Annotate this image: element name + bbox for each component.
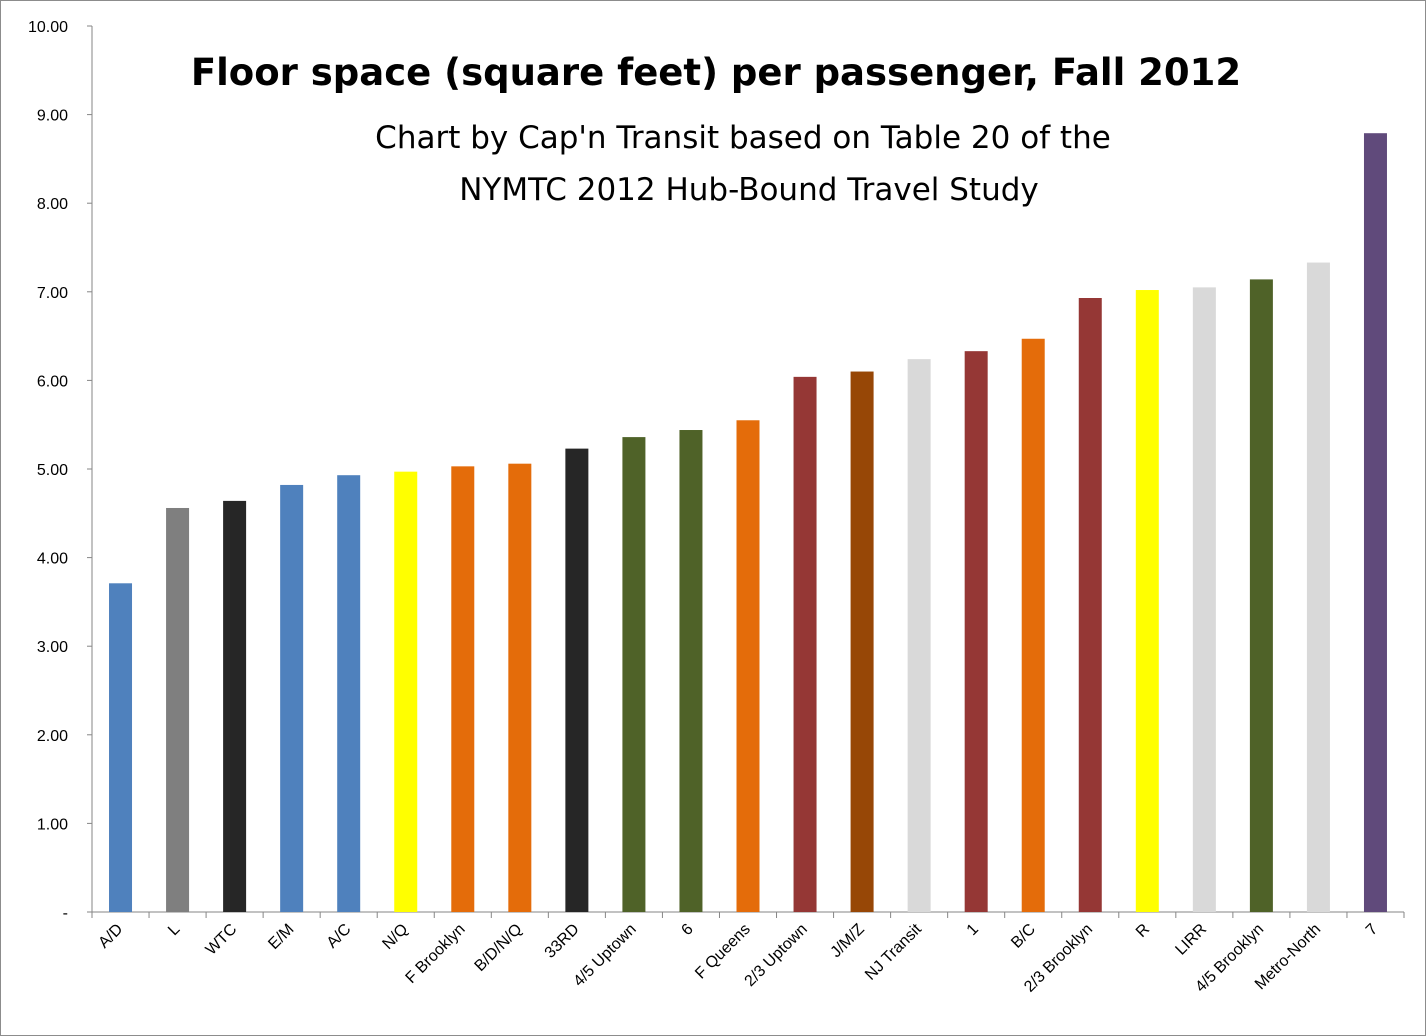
bar [850,371,874,912]
bars [109,133,1387,913]
bar [280,484,304,912]
x-tick-label: B/C [1008,921,1039,952]
bar [793,376,817,913]
x-tick-label: J/M/Z [828,921,868,961]
bar [337,475,361,912]
bar [394,471,418,912]
bar [964,351,988,912]
x-tick-label: A/C [324,921,355,952]
bar [1078,298,1102,912]
y-tick-label: 3.00 [37,639,68,656]
bar [109,583,133,912]
x-tick-label: WTC [203,921,241,959]
chart-subtitle-line-2: NYMTC 2012 Hub-Bound Travel Study [459,172,1039,208]
bar [1249,279,1273,912]
y-tick-label: 5.00 [37,462,68,479]
x-tick-label: 33RD [542,921,583,962]
bar [508,463,532,912]
bar [166,507,190,912]
x-tick-label: 1 [964,921,982,939]
bar [1021,338,1045,912]
x-axis-ticks: A/D L WTC E/M A/C N/QF Brooklyn B/D/N/Q 33RD4/5… [91,912,1405,996]
x-tick-label: A/D [95,921,126,952]
x-tick-label: E/M [265,921,297,953]
bar [1306,262,1330,912]
x-tick-label: B/D/N/Q [472,921,526,975]
bar [622,437,646,912]
bar [736,420,760,912]
bar [1135,290,1159,912]
bar [451,466,475,912]
bar [223,500,247,912]
bar [907,359,931,912]
y-tick-label: 4.00 [37,551,68,568]
x-tick-label: F Queens [692,921,754,983]
x-tick-label: NJ Transit [862,920,925,983]
y-tick-label: 9.00 [37,108,68,125]
bar [1363,133,1387,912]
x-tick-label: LIRR [1172,921,1210,959]
bar [679,430,703,912]
x-tick-label: F Brooklyn [403,921,469,987]
x-tick-label: 7 [1363,921,1381,939]
x-tick-label: N/Q [379,921,411,953]
y-tick-label: 7.00 [37,285,68,302]
y-tick-label: 2.00 [37,728,68,745]
x-tick-label: L [165,921,183,939]
chart-title: Floor space (square feet) per passenger,… [191,51,1241,94]
y-axis-ticks: - 1.00 2.00 3.00 4.00 5.00 6.00 7.00 8.00 9.00 10.… [28,19,92,922]
x-tick-label: 6 [678,921,696,939]
y-tick-label: 6.00 [37,373,68,390]
bar [1192,287,1216,912]
bar [565,448,589,912]
y-tick-label: - [63,905,68,922]
y-tick-label: 8.00 [37,196,68,213]
y-tick-label: 1.00 [37,816,68,833]
x-tick-label: R [1133,921,1153,941]
y-tick-label: 10.00 [28,19,68,36]
chart-subtitle-line-1: Chart by Cap'n Transit based on Table 20… [375,120,1111,156]
